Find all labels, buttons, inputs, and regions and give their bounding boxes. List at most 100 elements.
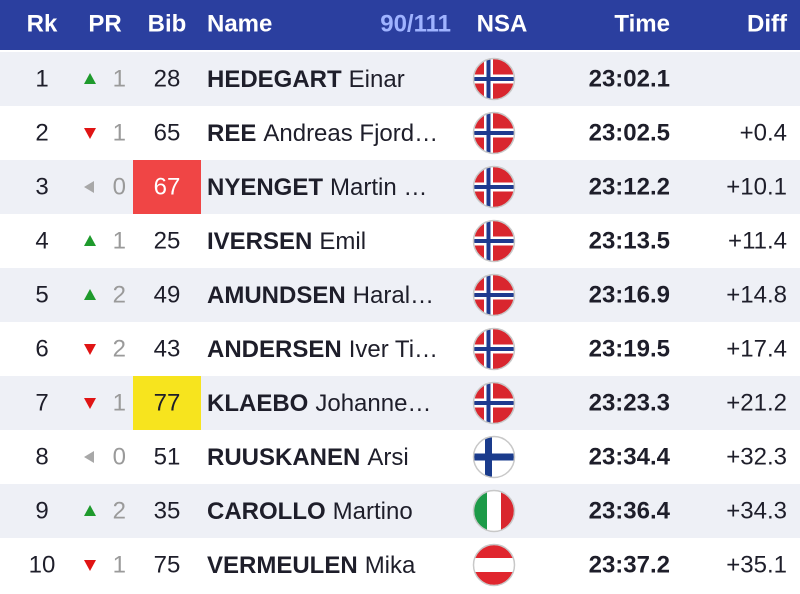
time: 23:37.2 xyxy=(589,552,670,579)
diff: +35.1 xyxy=(726,552,787,579)
result-row[interactable]: 3 0 67 NYENGET Martin … 23:12.2 +10.1 xyxy=(0,160,800,214)
given-name: Johanne… xyxy=(315,390,431,417)
position-change: 2 xyxy=(113,336,126,363)
result-row[interactable]: 10 1 75 VERMEULEN Mika 23:37.2 +35.1 xyxy=(0,538,800,594)
diff: +17.4 xyxy=(726,336,787,363)
surname: KLAEBO xyxy=(207,390,308,417)
diff: +34.3 xyxy=(726,498,787,525)
rank: 2 xyxy=(35,120,48,147)
given-name: Iver Ti… xyxy=(349,336,438,363)
bib-highlight xyxy=(133,160,201,214)
bib: 49 xyxy=(154,282,181,309)
bib-highlight xyxy=(133,376,201,430)
result-row[interactable]: 4 1 25 IVERSEN Emil 23:13.5 +11.4 xyxy=(0,214,800,268)
result-row[interactable]: 9 2 35 CAROLLO Martino 23:36.4 +34.3 xyxy=(0,484,800,538)
header-row: Rk PR Bib Name 90/111 NSA Time Diff xyxy=(0,0,800,50)
trend-up-icon xyxy=(84,73,96,84)
bib: 65 xyxy=(154,120,181,147)
row-background xyxy=(0,214,800,268)
flag-icon xyxy=(473,544,515,586)
given-name: Martin … xyxy=(330,174,427,201)
row-background xyxy=(0,268,800,322)
header-cell[interactable]: Bib xyxy=(148,11,187,38)
athlete-name: ANDERSEN Iver Ti… xyxy=(207,336,438,363)
position-change: 1 xyxy=(113,228,126,255)
row-background xyxy=(0,538,800,594)
trend-same-icon xyxy=(84,181,94,193)
bib: 43 xyxy=(154,336,181,363)
flag-icon xyxy=(473,166,515,208)
diff: +11.4 xyxy=(728,228,787,255)
header-cell[interactable]: Rk xyxy=(27,11,58,38)
trend-down-icon xyxy=(84,398,96,409)
given-name: Mika xyxy=(365,552,416,579)
header-cell[interactable]: Diff xyxy=(747,11,788,38)
position-change: 0 xyxy=(113,444,126,471)
time: 23:16.9 xyxy=(589,282,670,309)
bib: 51 xyxy=(154,444,181,471)
result-count: 90/111 xyxy=(380,11,451,38)
bib: 25 xyxy=(154,228,181,255)
surname: IVERSEN xyxy=(207,228,312,255)
header-cell[interactable]: NSA xyxy=(477,11,528,38)
header-background xyxy=(0,0,800,50)
rank: 3 xyxy=(35,174,48,201)
row-background xyxy=(0,322,800,376)
diff: +21.2 xyxy=(726,390,787,417)
given-name: Haral… xyxy=(353,282,434,309)
rank: 4 xyxy=(35,228,48,255)
diff: +10.1 xyxy=(726,174,787,201)
flag-icon xyxy=(473,220,515,262)
flag-icon xyxy=(473,490,515,532)
flag-icon xyxy=(473,382,515,424)
surname: NYENGET xyxy=(207,174,323,201)
bib: 67 xyxy=(154,174,181,201)
given-name: Martino xyxy=(333,498,413,525)
result-row[interactable]: 6 2 43 ANDERSEN Iver Ti… 23:19.5 +17.4 xyxy=(0,322,800,376)
athlete-name: NYENGET Martin … xyxy=(207,174,427,201)
time: 23:19.5 xyxy=(589,336,670,363)
given-name: Andreas Fjord… xyxy=(263,120,438,147)
diff: +32.3 xyxy=(726,444,787,471)
result-row[interactable]: 2 1 65 REE Andreas Fjord… 23:02.5 +0.4 xyxy=(0,106,800,160)
diff: +14.8 xyxy=(726,282,787,309)
time: 23:23.3 xyxy=(589,390,670,417)
trend-up-icon xyxy=(84,289,96,300)
time: 23:36.4 xyxy=(589,498,671,525)
given-name: Einar xyxy=(349,66,405,93)
result-row[interactable]: 1 1 28 HEDEGART Einar 23:02.1 xyxy=(0,52,800,106)
position-change: 1 xyxy=(113,66,126,93)
row-background xyxy=(0,430,800,484)
trend-down-icon xyxy=(84,344,96,355)
given-name: Arsi xyxy=(367,444,408,471)
header-cell[interactable]: PR xyxy=(88,11,121,38)
surname: AMUNDSEN xyxy=(207,282,346,309)
flag-icon xyxy=(473,112,515,154)
bib: 77 xyxy=(154,390,181,417)
header-cell[interactable]: Name xyxy=(207,11,272,38)
result-row[interactable]: 8 0 51 RUUSKANEN Arsi 23:34.4 +32.3 xyxy=(0,430,800,484)
rank: 10 xyxy=(29,552,56,579)
surname: REE xyxy=(207,120,256,147)
surname: RUUSKANEN xyxy=(207,444,360,471)
header-cell[interactable]: Time xyxy=(614,11,670,38)
athlete-name: HEDEGART Einar xyxy=(207,66,405,93)
time: 23:12.2 xyxy=(589,174,670,201)
athlete-name: KLAEBO Johanne… xyxy=(207,390,431,417)
row-background xyxy=(0,52,800,106)
time: 23:13.5 xyxy=(589,228,670,255)
athlete-name: AMUNDSEN Haral… xyxy=(207,282,434,309)
rank: 7 xyxy=(35,390,48,417)
position-change: 1 xyxy=(113,120,126,147)
diff: +0.4 xyxy=(740,120,787,147)
athlete-name: VERMEULEN Mika xyxy=(207,552,416,579)
athlete-name: RUUSKANEN Arsi xyxy=(207,444,409,471)
given-name: Emil xyxy=(319,228,366,255)
result-row[interactable]: 5 2 49 AMUNDSEN Haral… 23:16.9 +14.8 xyxy=(0,268,800,322)
result-row[interactable]: 7 1 77 KLAEBO Johanne… 23:23.3 +21.2 xyxy=(0,376,800,430)
flag-icon xyxy=(473,274,515,316)
flag-icon xyxy=(473,58,515,100)
